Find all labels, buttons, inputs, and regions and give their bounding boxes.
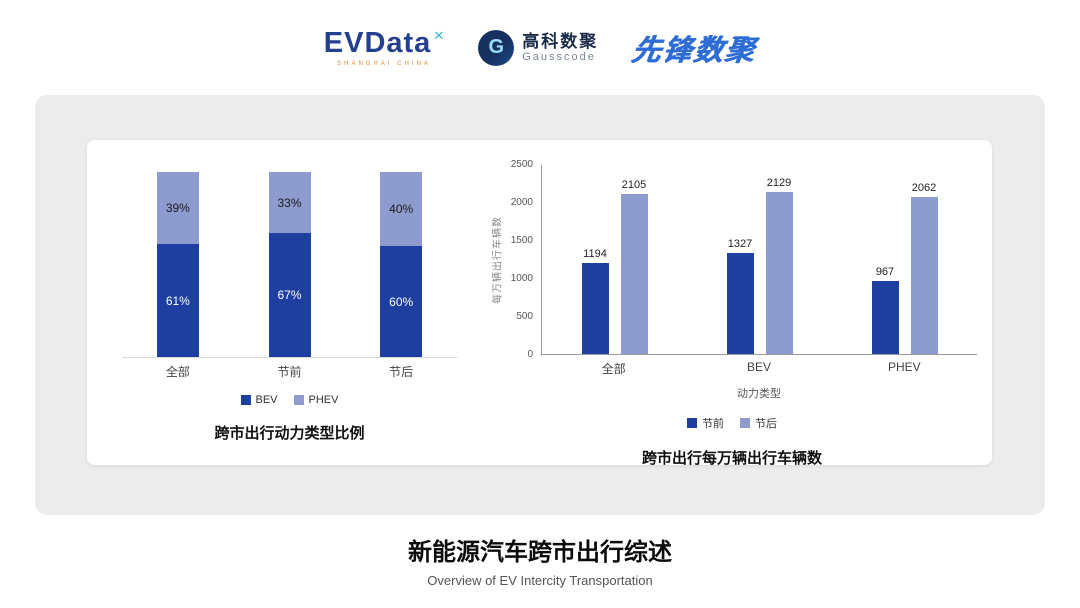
bar-value-label: 1327 (727, 238, 753, 250)
grouped-plot-row: 每万辆出行车辆数 0 500 1000 1500 2000 2500 1194 2105 13… (487, 159, 977, 360)
evdata-logo: EVData ✕ SHANGHAI CHINA (323, 26, 445, 67)
y-axis-ticks: 0 500 1000 1500 2000 2500 (505, 159, 541, 360)
bar-group: 1327 2129 (687, 165, 832, 354)
evdata-wordmark: EVData ✕ (323, 26, 445, 59)
bar-value-label: 2105 (621, 179, 647, 191)
legend-item: 节前 (687, 415, 724, 431)
stacked-chart: 39% 61% 33% 67% 40% 60% 全部 节前 节后 BEV PHEV 跨市出行动力… (112, 165, 467, 455)
category-label: BEV (746, 360, 771, 374)
category-label: 全部 (165, 365, 190, 379)
y-tick-label: 0 (527, 349, 533, 360)
stacked-legend: BEV PHEV (112, 394, 467, 406)
bar-value-label: 1194 (583, 248, 607, 260)
stacked-chart-title: 跨市出行动力类型比例 (214, 425, 365, 442)
pre-holiday-bar (726, 253, 754, 354)
bar-group: 967 2062 (832, 165, 977, 354)
legend-swatch (240, 395, 251, 405)
stacked-bar-column: 39% 61% (122, 172, 234, 357)
legend-swatch (293, 395, 304, 405)
legend-item: BEV (240, 394, 278, 406)
x-axis-label: 动力类型 (737, 388, 781, 400)
chart-card: 39% 61% 33% 67% 40% 60% 全部 节前 节后 BEV PHEV 跨市出行动力… (87, 140, 992, 467)
y-tick-label: 2000 (510, 197, 533, 208)
stacked-plot-area: 39% 61% 33% 67% 40% 60% (122, 172, 457, 358)
stacked-bar: 33% 67% (268, 172, 311, 357)
post-holiday-bar (765, 192, 793, 354)
legend-label: 节前 (702, 418, 724, 430)
category-label: 节前 (277, 365, 302, 379)
y-tick-label: 2500 (510, 159, 533, 170)
y-axis-label-text: 每万辆出行车辆数 (492, 216, 504, 304)
stacked-x-categories: 全部 节前 节后 (122, 358, 457, 380)
bar-with-label: 2129 (765, 177, 793, 354)
header-logos: EVData ✕ SHANGHAI CHINA G 高科数聚 Gausscode… (0, 0, 1080, 95)
grouped-chart-title: 跨市出行每万辆出行车辆数 (641, 450, 822, 467)
category-label: 节后 (389, 365, 414, 379)
gausscode-text: 高科数聚 Gausscode (522, 32, 598, 64)
phev-segment: 39% (156, 172, 199, 245)
category-label: PHEV (887, 360, 921, 374)
legend-swatch (687, 418, 697, 428)
post-holiday-bar (620, 194, 648, 354)
bar-with-label: 1194 (581, 248, 609, 354)
pre-holiday-bar (581, 263, 609, 354)
pioneer-wordmark: 先锋数聚 (629, 34, 759, 67)
bar-value-label: 2129 (766, 177, 792, 189)
legend-label: 节后 (755, 418, 777, 430)
segment-value-label: 61% (165, 293, 190, 308)
y-axis-label: 每万辆出行车辆数 (487, 165, 505, 355)
bev-segment: 60% (380, 246, 423, 357)
bar-value-label: 2062 (911, 182, 937, 194)
phev-segment: 33% (268, 172, 311, 234)
segment-value-label: 33% (277, 195, 302, 210)
evdata-x-icon: ✕ (433, 27, 445, 43)
gausscode-icon: G (478, 29, 515, 66)
grouped-chart: 每万辆出行车辆数 0 500 1000 1500 2000 2500 1194 2105 13… (467, 159, 977, 467)
grouped-legend: 节前 节后 (487, 415, 977, 431)
y-tick-label: 500 (516, 311, 533, 322)
bev-segment: 67% (268, 233, 311, 357)
stacked-bar: 39% 61% (156, 172, 199, 357)
bar-group: 1194 2105 (542, 165, 687, 354)
legend-label: PHEV (308, 394, 339, 406)
bev-segment: 61% (156, 244, 199, 357)
category-label: 全部 (601, 362, 626, 376)
legend-label: BEV (255, 394, 278, 406)
page-footer: 新能源汽车跨市出行综述 Overview of EV Intercity Tra… (0, 532, 1080, 588)
grouped-x-categories: 全部 BEV PHEV (541, 355, 977, 377)
segment-value-label: 60% (389, 294, 414, 309)
bar-value-label: 967 (875, 266, 895, 278)
gausscode-en: Gausscode (522, 51, 596, 64)
stacked-bar: 40% 60% (380, 172, 423, 357)
bar-with-label: 1327 (726, 238, 754, 354)
bar-with-label: 2062 (910, 182, 938, 354)
y-tick-label: 1000 (510, 273, 533, 284)
post-holiday-bar (910, 197, 938, 354)
gausscode-cn: 高科数聚 (522, 31, 599, 51)
evdata-name: EVData (323, 26, 432, 59)
bar-with-label: 967 (871, 266, 899, 354)
pre-holiday-bar (871, 281, 899, 354)
bar-with-label: 2105 (620, 179, 648, 354)
content-panel: 39% 61% 33% 67% 40% 60% 全部 节前 节后 BEV PHEV 跨市出行动力… (35, 95, 1045, 515)
segment-value-label: 67% (277, 288, 302, 303)
legend-item: PHEV (293, 394, 339, 406)
y-tick-label: 1500 (510, 235, 533, 246)
stacked-bar-column: 33% 67% (234, 172, 346, 357)
page-title: 新能源汽车跨市出行综述 (408, 539, 672, 566)
segment-value-label: 39% (165, 201, 190, 216)
grouped-plot-area: 1194 2105 1327 2129 967 2062 (541, 165, 977, 355)
legend-swatch (740, 418, 750, 428)
stacked-bar-column: 40% 60% (345, 172, 457, 357)
pioneer-logo: 先锋数聚 (629, 27, 759, 69)
phev-segment: 40% (380, 172, 423, 246)
page-subtitle: Overview of EV Intercity Transportation (427, 573, 653, 588)
legend-item: 节后 (740, 415, 777, 431)
evdata-subtext: SHANGHAI CHINA (337, 60, 431, 67)
segment-value-label: 40% (389, 202, 414, 216)
gausscode-logo: G 高科数聚 Gausscode (478, 29, 598, 66)
